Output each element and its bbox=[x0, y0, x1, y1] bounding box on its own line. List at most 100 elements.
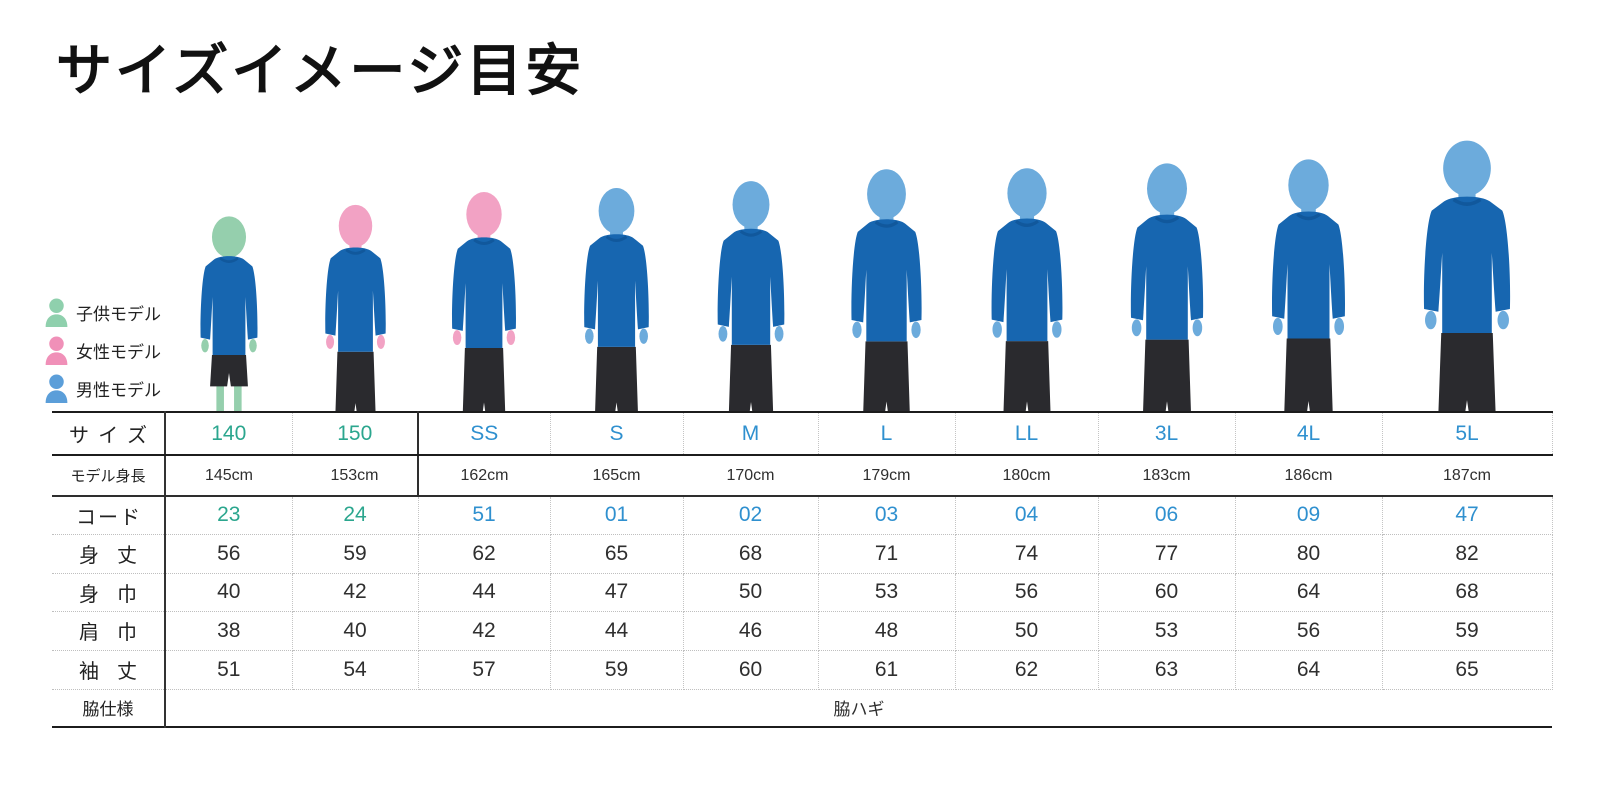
cell-size-4L: 4L bbox=[1235, 412, 1383, 456]
cell-size-3L: 3L bbox=[1098, 412, 1236, 456]
cell-shoulder-width-3L: 53 bbox=[1098, 611, 1236, 651]
cell-shoulder-width-LL: 50 bbox=[955, 611, 1099, 651]
cell-body-width-M: 50 bbox=[683, 573, 819, 612]
cell-shoulder-width-5L: 59 bbox=[1382, 611, 1553, 651]
cell-sleeve-length-150: 54 bbox=[292, 650, 419, 690]
child-model-silhouette bbox=[200, 216, 258, 413]
cell-sleeve-length-M: 60 bbox=[683, 650, 819, 690]
cell-body-width-3L: 60 bbox=[1098, 573, 1236, 612]
cell-shoulder-width-L: 48 bbox=[818, 611, 956, 651]
cell-sleeve-length-140: 51 bbox=[165, 650, 293, 690]
cell-height-LL: 180cm bbox=[955, 455, 1098, 497]
cell-size-SS: SS bbox=[418, 412, 551, 456]
row-label-body-length: 身丈 bbox=[79, 545, 137, 567]
row-label-cell: コード bbox=[52, 496, 166, 535]
row-body-length: 身丈 56 59 62 65 68 71 74 77 80 82 bbox=[52, 534, 1553, 574]
row-label-body-width: 身巾 bbox=[79, 583, 137, 606]
legend-label: 男性モデル bbox=[76, 380, 161, 400]
model-legend: 子供モデル女性モデル男性モデル bbox=[44, 293, 161, 407]
model-figure-L bbox=[836, 166, 937, 418]
model-figure-LL bbox=[976, 165, 1078, 418]
row-body-width: 身巾 40 42 44 47 50 53 56 60 64 68 bbox=[52, 573, 1553, 612]
cell-code-S: 01 bbox=[550, 496, 684, 535]
male-model-silhouette bbox=[1130, 163, 1204, 413]
cell-height-150: 153cm bbox=[292, 455, 419, 497]
male-model-silhouette bbox=[1272, 159, 1345, 413]
row-label-side-spec: 脇仕様 bbox=[82, 700, 134, 720]
cell-body-length-150: 59 bbox=[292, 534, 419, 574]
model-figure-3L bbox=[1115, 160, 1219, 418]
male-model-silhouette bbox=[717, 181, 785, 413]
cell-shoulder-width-M: 46 bbox=[683, 611, 819, 651]
cell-code-M: 02 bbox=[683, 496, 819, 535]
cell-body-length-5L: 82 bbox=[1382, 534, 1553, 574]
cell-sleeve-length-LL: 62 bbox=[955, 650, 1099, 690]
row-label-cell: サイズ bbox=[52, 412, 166, 456]
cell-height-S: 165cm bbox=[550, 455, 683, 497]
cell-size-M: M bbox=[683, 412, 819, 456]
cell-size-140: 140 bbox=[165, 412, 293, 456]
legend-item-male: 男性モデル bbox=[44, 369, 161, 407]
cell-height-4L: 186cm bbox=[1235, 455, 1382, 497]
cell-code-L: 03 bbox=[818, 496, 956, 535]
female-model-icon bbox=[45, 336, 68, 365]
cell-body-width-140: 40 bbox=[165, 573, 293, 612]
cell-shoulder-width-140: 38 bbox=[165, 611, 293, 651]
cell-height-5L: 187cm bbox=[1382, 455, 1552, 497]
row-label-cell: モデル身長 bbox=[52, 455, 166, 497]
cell-side-value: 脇ハギ bbox=[833, 700, 885, 720]
cell-sleeve-length-4L: 64 bbox=[1235, 650, 1383, 690]
row-size: サイズ 140 150 SS S M L LL 3L 4L 5L bbox=[52, 412, 1553, 456]
cell-size-L: L bbox=[818, 412, 956, 456]
row-code: コード 23 24 51 01 02 03 04 06 09 47 bbox=[52, 496, 1553, 535]
row-label-cell: 袖丈 bbox=[52, 650, 166, 690]
cell-body-length-SS: 62 bbox=[418, 534, 551, 574]
row-sleeve-length: 袖丈 51 54 57 59 60 61 62 63 64 65 bbox=[52, 650, 1553, 690]
row-label-model-height: モデル身長 bbox=[70, 468, 146, 485]
male-model-silhouette bbox=[1423, 140, 1511, 413]
model-figure-M bbox=[703, 178, 799, 418]
cell-size-5L: 5L bbox=[1382, 412, 1553, 456]
legend-item-child: 子供モデル bbox=[44, 293, 161, 331]
cell-body-width-SS: 44 bbox=[418, 573, 551, 612]
cell-code-5L: 47 bbox=[1382, 496, 1553, 535]
cell-sleeve-length-S: 59 bbox=[550, 650, 684, 690]
cell-body-length-L: 71 bbox=[818, 534, 956, 574]
cell-code-4L: 09 bbox=[1235, 496, 1383, 535]
row-model-height: モデル身長 145cm 153cm 162cm 165cm 170cm 179cm 180cm… bbox=[52, 455, 1552, 497]
cell-body-length-M: 68 bbox=[683, 534, 819, 574]
row-label-sleeve-length: 袖丈 bbox=[79, 661, 137, 683]
model-figure-140 bbox=[188, 213, 270, 418]
female-model-silhouette bbox=[452, 191, 516, 413]
child-model-icon bbox=[45, 298, 68, 327]
row-label-cell: 脇仕様 bbox=[52, 689, 166, 727]
cell-body-length-S: 65 bbox=[550, 534, 684, 574]
cell-sleeve-length-5L: 65 bbox=[1382, 650, 1553, 690]
model-figure-S bbox=[570, 185, 663, 418]
size-table: サイズ 140 150 SS S M L LL 3L 4L 5L モデル身長 145cm 153cm 162… bbox=[52, 411, 1553, 728]
cell-body-width-LL: 56 bbox=[955, 573, 1099, 612]
cell-size-150: 150 bbox=[292, 412, 419, 456]
cell-height-3L: 183cm bbox=[1098, 455, 1235, 497]
cell-body-length-3L: 77 bbox=[1098, 534, 1236, 574]
cell-shoulder-width-SS: 42 bbox=[418, 611, 551, 651]
model-figure-4L bbox=[1256, 156, 1361, 418]
cell-height-SS: 162cm bbox=[418, 455, 550, 497]
cell-body-width-S: 47 bbox=[550, 573, 684, 612]
row-label-size: サイズ bbox=[69, 425, 147, 447]
cell-sleeve-length-L: 61 bbox=[818, 650, 956, 690]
cell-code-3L: 06 bbox=[1098, 496, 1236, 535]
cell-body-width-L: 53 bbox=[818, 573, 956, 612]
cell-shoulder-width-S: 44 bbox=[550, 611, 684, 651]
row-label-cell: 肩巾 bbox=[52, 611, 166, 651]
row-label-cell: 身丈 bbox=[52, 534, 166, 574]
cell-size-S: S bbox=[550, 412, 684, 456]
legend-item-female: 女性モデル bbox=[44, 331, 161, 369]
cell-body-width-5L: 68 bbox=[1382, 573, 1553, 612]
cell-body-width-150: 42 bbox=[292, 573, 419, 612]
row-label-shoulder-width: 肩巾 bbox=[79, 622, 137, 644]
cell-height-140: 145cm bbox=[165, 455, 292, 497]
row-side-spec: 脇仕様 脇ハギ bbox=[52, 689, 1552, 727]
legend-label: 女性モデル bbox=[76, 342, 161, 362]
